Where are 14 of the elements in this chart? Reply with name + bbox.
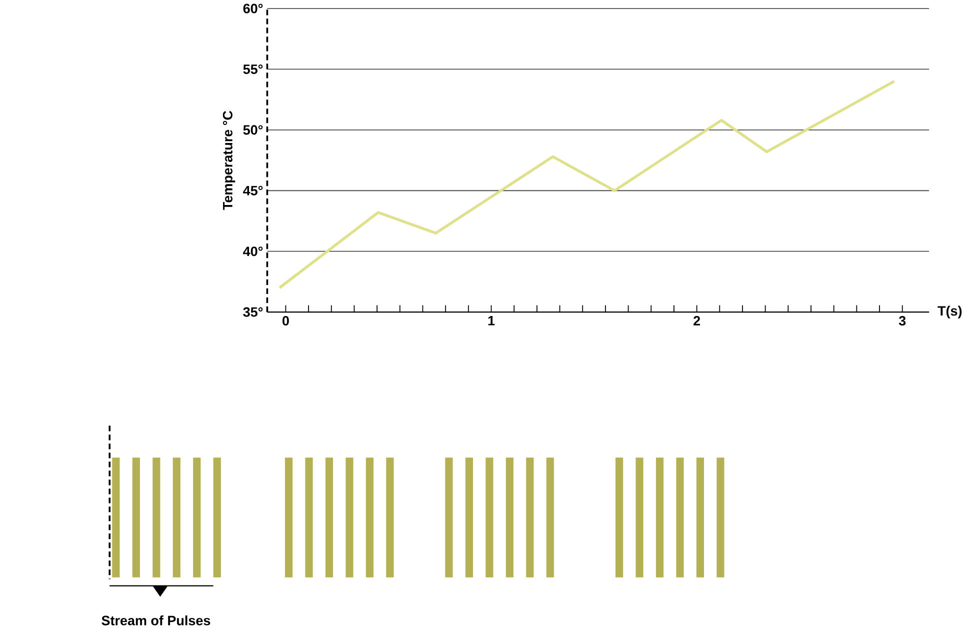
y-tick-label: 35°	[243, 307, 263, 317]
text: Stream of Pulses	[102, 615, 210, 626]
y-tick-label: 50°	[243, 124, 263, 135]
y-tick-label: 40°	[243, 246, 263, 256]
line-series	[278, 80, 896, 289]
x-axis-title: T(s)	[938, 306, 962, 318]
x-tick-label: 3	[898, 316, 906, 326]
x-tick-label: 0	[282, 316, 289, 326]
x-tick-label: 1	[488, 316, 495, 326]
y-tick-label: 60°	[243, 4, 263, 14]
y-tick-label: 55°	[243, 64, 263, 74]
x-tick-label: 2	[694, 316, 700, 326]
y-axis-title: Temperature °C	[222, 110, 236, 210]
y-tick-label: 45°	[243, 186, 263, 196]
